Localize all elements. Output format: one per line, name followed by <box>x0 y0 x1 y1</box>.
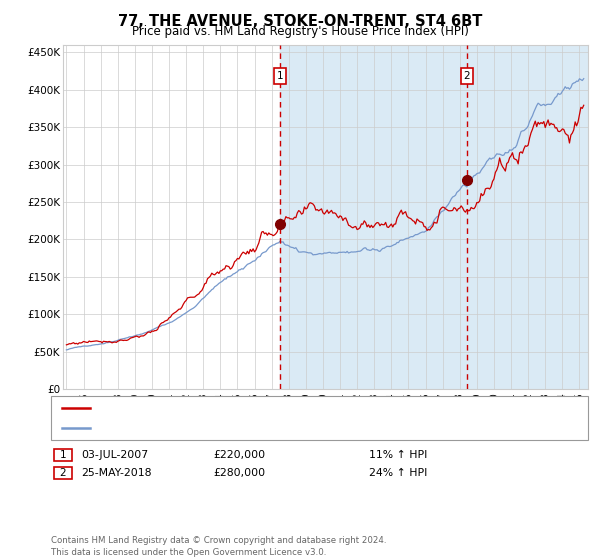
Text: 77, THE AVENUE, STOKE-ON-TRENT, ST4 6BT: 77, THE AVENUE, STOKE-ON-TRENT, ST4 6BT <box>118 14 482 29</box>
Bar <box>280 45 588 389</box>
Text: Price paid vs. HM Land Registry's House Price Index (HPI): Price paid vs. HM Land Registry's House … <box>131 25 469 38</box>
Text: 1: 1 <box>59 450 67 460</box>
Text: 77, THE AVENUE, STOKE-ON-TRENT, ST4 6BT (detached house): 77, THE AVENUE, STOKE-ON-TRENT, ST4 6BT … <box>94 403 408 413</box>
Text: 2: 2 <box>59 468 67 478</box>
Text: 1: 1 <box>277 71 283 81</box>
Text: 25-MAY-2018: 25-MAY-2018 <box>81 468 151 478</box>
Text: 03-JUL-2007: 03-JUL-2007 <box>81 450 148 460</box>
Text: 11% ↑ HPI: 11% ↑ HPI <box>369 450 427 460</box>
Text: £280,000: £280,000 <box>213 468 265 478</box>
Text: Contains HM Land Registry data © Crown copyright and database right 2024.
This d: Contains HM Land Registry data © Crown c… <box>51 536 386 557</box>
Text: HPI: Average price, detached house, Newcastle-under-Lyme: HPI: Average price, detached house, Newc… <box>94 423 392 433</box>
Text: 2: 2 <box>464 71 470 81</box>
Text: £220,000: £220,000 <box>213 450 265 460</box>
Text: 24% ↑ HPI: 24% ↑ HPI <box>369 468 427 478</box>
